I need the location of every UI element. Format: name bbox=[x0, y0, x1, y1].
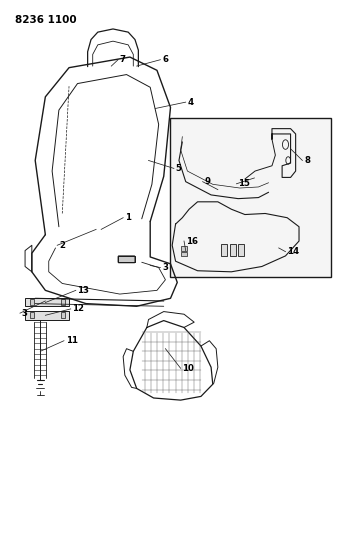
Text: 1: 1 bbox=[125, 213, 131, 222]
Bar bbox=[181, 246, 187, 251]
Text: 6: 6 bbox=[162, 55, 168, 64]
Text: 14: 14 bbox=[287, 247, 299, 256]
Bar bbox=[170, 118, 331, 277]
Text: 3: 3 bbox=[162, 263, 168, 272]
Text: 16: 16 bbox=[186, 237, 198, 246]
Text: 3: 3 bbox=[22, 309, 28, 318]
Bar bbox=[181, 252, 187, 256]
Bar bbox=[221, 244, 227, 256]
Text: 9: 9 bbox=[204, 177, 210, 186]
Bar bbox=[30, 299, 34, 305]
Text: 13: 13 bbox=[77, 286, 89, 295]
Text: 11: 11 bbox=[66, 336, 78, 345]
Bar bbox=[25, 311, 69, 319]
Text: 2: 2 bbox=[59, 241, 65, 250]
Text: 10: 10 bbox=[182, 364, 194, 373]
Bar bbox=[230, 244, 236, 256]
Text: 7: 7 bbox=[120, 55, 126, 64]
Text: 15: 15 bbox=[238, 179, 250, 188]
Text: 4: 4 bbox=[188, 98, 194, 107]
Bar bbox=[25, 298, 69, 306]
Bar bbox=[61, 299, 65, 305]
Bar bbox=[238, 244, 244, 256]
Bar bbox=[30, 312, 34, 318]
Text: 12: 12 bbox=[72, 304, 85, 313]
Text: 8: 8 bbox=[304, 156, 310, 165]
Text: 5: 5 bbox=[176, 164, 181, 173]
FancyBboxPatch shape bbox=[118, 256, 135, 263]
Bar bbox=[61, 312, 65, 318]
Text: 8236 1100: 8236 1100 bbox=[15, 15, 76, 25]
